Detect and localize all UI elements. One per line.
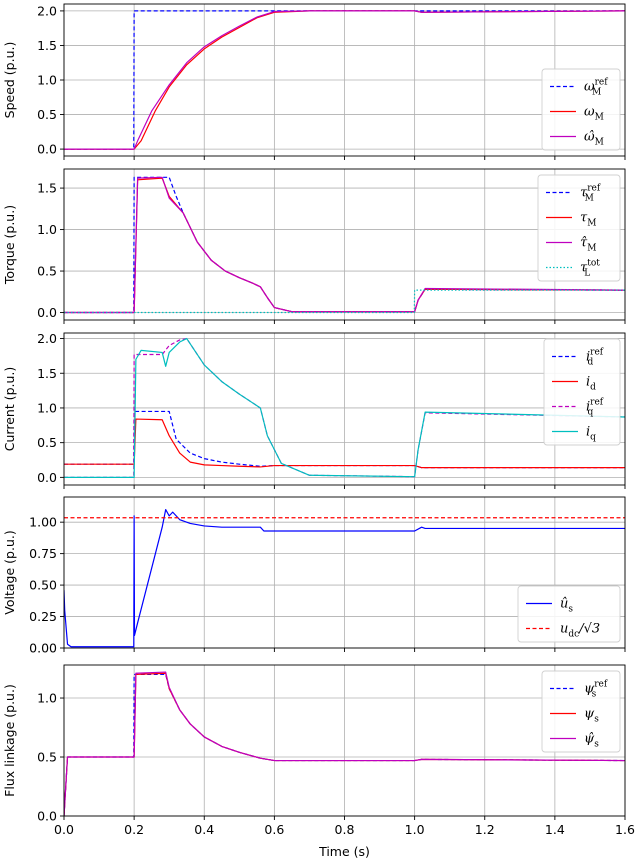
legend-label: udc/√3 [560,622,600,640]
y-tick-label: 1.00 [29,515,57,530]
legend: iref d id iref q iq [543,338,621,446]
y-tick-label: 1.0 [37,691,57,706]
legend-box [517,585,621,643]
y-tick-label: 0.0 [37,809,57,824]
legend-label: iref q [586,398,604,418]
subplot-2: 0.0 0.5 1.0 1.5 Torque (p.u.) τref M τM τ̂M τtot L [2,168,626,324]
legend: τref M τM τ̂M τtot L [537,174,621,282]
series-line-1 [64,410,625,469]
x-tick-label: 0.2 [124,822,144,837]
legend-box [541,68,621,151]
x-tick-label: 0.8 [335,822,355,837]
y-tick-label: 0.5 [37,435,57,450]
legend-label: ωref M [584,78,608,98]
y-tick-label: 0.0 [37,470,57,485]
legend-box [537,174,621,282]
subplot-5: 0.0 0.5 1.0 0.0 0.2 0.4 0.6 0.8 1.0 1.2 1.4 1.6 Time… [2,664,635,859]
legend: ωref M ωM ω̂M [541,68,621,151]
x-tick-label: 1.0 [405,822,425,837]
subplot-4: 0.00 0.25 0.50 0.75 1.00 Voltage (p.u.) ûs udc/… [2,496,626,656]
y-tick-label: 0.5 [37,264,57,279]
y-tick-label: 1.0 [37,222,57,237]
legend-label: τ̂M [580,236,596,254]
x-tick-label: 0.4 [194,822,214,837]
legend-label: ψref s [584,680,608,700]
y-axis-label: Voltage (p.u.) [2,530,17,614]
legend-label: ω̂M [584,130,604,148]
legend-label: iq [586,425,596,443]
y-tick-label: 1.0 [37,400,57,415]
legend-label: ωM [584,105,604,123]
series-line-4 [64,289,625,314]
y-axis-label: Speed (p.u.) [2,42,17,119]
series-line-2 [64,418,625,469]
legend: ûs udc/√3 [517,585,621,643]
y-axis-label: Current (p.u.) [2,367,17,451]
legend-label: τref M [580,184,601,204]
series-line-4 [64,337,625,478]
y-tick-label: 1.0 [37,73,57,88]
y-axis-label: Torque (p.u.) [2,205,17,285]
legend-label: ûs [560,597,573,615]
legend-label: ψ̂s [584,732,599,750]
y-tick-label: 0.0 [37,305,57,320]
x-tick-label: 0.0 [54,822,74,837]
x-tick-label: 1.6 [615,822,635,837]
legend-label: iref d [586,348,604,368]
y-tick-label: 1.5 [37,366,57,381]
y-tick-label: 0.75 [29,546,57,561]
legend-box [541,670,621,753]
y-tick-label: 1.5 [37,181,57,196]
series-line-3 [64,671,625,816]
y-tick-label: 0.50 [29,578,57,593]
legend: ψref s ψs ψ̂s [541,670,621,753]
legend-label: τtot L [580,259,600,279]
y-tick-label: 2.0 [37,3,57,18]
y-tick-label: 1.5 [37,38,57,53]
legend-label: ψs [584,707,599,725]
x-tick-label: 1.2 [475,822,495,837]
legend-label: τM [580,211,596,229]
legend-label: id [586,375,596,393]
x-axis-label: Time (s) [318,844,370,859]
y-tick-label: 0.25 [29,609,57,624]
subplot-1: 0.0 0.5 1.0 1.5 2.0 Speed (p.u.) ωref M ωM ω̂M [2,3,626,160]
y-axis-label: Flux linkage (p.u.) [2,684,17,797]
x-tick-label: 1.4 [545,822,565,837]
y-tick-label: 0.0 [37,142,57,157]
legend-box [543,338,621,446]
series-line-3 [64,10,625,150]
y-tick-label: 0.5 [37,107,57,122]
x-tick-label: 0.6 [264,822,284,837]
y-tick-label: 0.00 [29,641,57,656]
series-line-1 [64,508,625,648]
y-tick-label: 0.5 [37,750,57,765]
y-tick-label: 2.0 [37,331,57,346]
